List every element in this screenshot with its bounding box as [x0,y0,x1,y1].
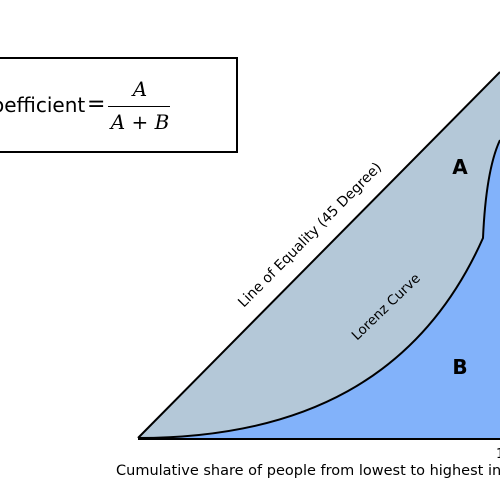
x-tick-right: 1 [496,447,500,462]
gini-formula-box: oefficient = A A + B [0,57,238,153]
area-b [138,140,500,438]
area-b-label: B [452,355,467,379]
fraction-bar [108,106,170,107]
line-of-equality [137,71,500,439]
area-a-label: A [452,155,468,179]
formula-equals: = [87,92,106,117]
formula-label: oefficient [0,93,86,117]
x-axis-label: Cumulative share of people from lowest t… [116,463,500,479]
formula-denominator: A + B [110,110,170,134]
formula-numerator: A [132,77,148,101]
lorenz-curve [137,139,500,439]
